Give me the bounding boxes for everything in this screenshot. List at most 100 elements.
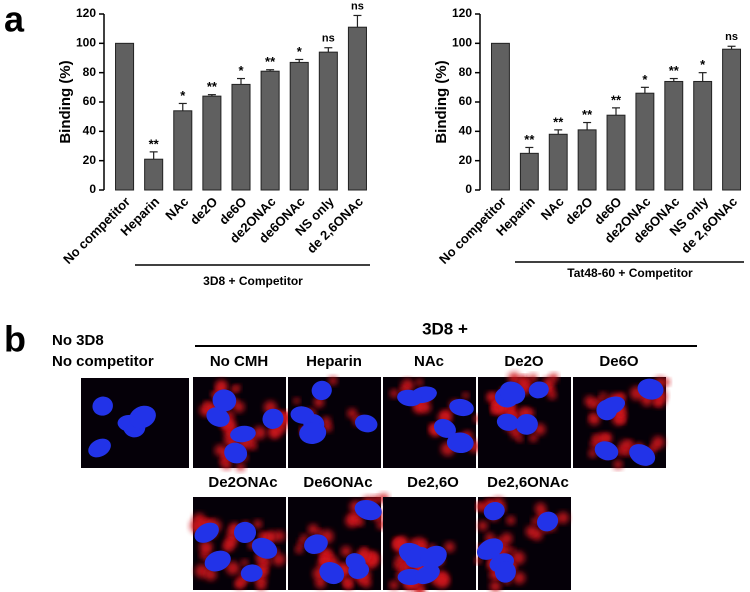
x-tick-label: de2O [187,194,221,228]
bar [260,70,280,191]
y-tick-label: 60 [459,94,473,108]
red-stain [506,515,516,525]
nucleus [397,389,422,407]
red-stain [253,519,263,529]
nucleus [414,564,440,585]
panel-label: a [4,0,25,40]
bar [144,158,164,191]
red-stain [293,397,300,405]
nucleus [449,398,474,417]
y-tick-label: 0 [465,182,472,196]
significance-label: * [238,63,244,78]
nucleus [319,561,345,585]
red-stain [557,511,569,524]
bar [173,110,193,191]
red-stain [272,553,286,566]
red-stain [341,576,352,586]
nucleus [476,538,504,560]
significance-label: ** [265,54,276,69]
red-stain [462,392,469,399]
bar [693,80,713,191]
bar [347,26,367,191]
red-stain [599,392,607,400]
nucleus [594,441,619,461]
nucleus [92,396,113,416]
y-tick-label: 80 [459,65,473,79]
nucleus [230,425,256,443]
control-label: No competitor [52,353,154,370]
nucleus [299,422,327,444]
y-tick-label: 120 [76,6,96,20]
red-stain [651,436,665,449]
red-stain [547,390,557,400]
panel-label: b [4,319,26,360]
y-tick-label: 40 [459,124,473,138]
red-stain [204,400,211,408]
image-label: Heparin [306,353,362,370]
nucleus [233,521,257,544]
y-tick-label: 20 [83,153,97,167]
red-stain [476,502,484,511]
red-stain [529,433,538,443]
bar [577,129,597,191]
red-stain [588,413,601,426]
nucleus [446,432,474,454]
red-stain [224,538,236,550]
red-stain [226,561,240,575]
bar [635,92,655,191]
bar [318,51,338,191]
red-stain [588,449,598,458]
red-stain [474,556,482,564]
group-label: 3D8 + Competitor [203,274,303,288]
bar [664,80,684,191]
nucleus [262,408,284,429]
red-stain [477,520,488,531]
significance-label: ** [611,92,622,107]
red-stain [516,436,523,443]
significance-label: ** [582,107,593,122]
significance-label: ** [149,136,160,151]
red-stain [613,459,623,470]
significance-label: * [642,72,648,87]
red-stain [233,401,245,413]
red-stain [236,579,246,588]
nucleus [637,378,664,400]
nucleus [204,550,231,572]
bar [606,114,626,191]
nucleus [483,502,505,521]
nucleus [433,418,456,438]
nucleus [499,381,526,405]
nucleus [354,414,378,433]
red-stain [654,400,661,407]
significance-label: ns [322,33,335,45]
nucleus [515,413,538,435]
red-stain [256,581,266,591]
nucleus [206,407,230,427]
y-tick-label: 120 [452,6,472,20]
y-tick-label: 80 [83,65,97,79]
red-stain [489,580,501,592]
red-stain [268,428,281,440]
y-axis-label: Binding (%) [433,60,450,143]
red-stain [347,408,358,419]
red-stain [204,568,217,581]
nucleus [290,406,315,424]
red-stain [199,540,213,554]
red-stain [236,462,245,471]
nucleus [354,499,382,521]
red-stain [415,378,424,386]
red-stain [416,586,424,592]
red-stain [215,379,228,392]
nucleus [420,545,447,569]
red-stain [221,459,232,470]
nucleus [536,511,559,532]
bar [519,152,539,191]
nucleus [528,381,549,399]
significance-label: ns [351,0,364,12]
significance-label: * [297,44,303,59]
nucleus [129,405,156,429]
nucleus [88,438,111,458]
image-label: De2,6ONAc [487,474,569,491]
x-tick-label: NAc [162,194,191,223]
